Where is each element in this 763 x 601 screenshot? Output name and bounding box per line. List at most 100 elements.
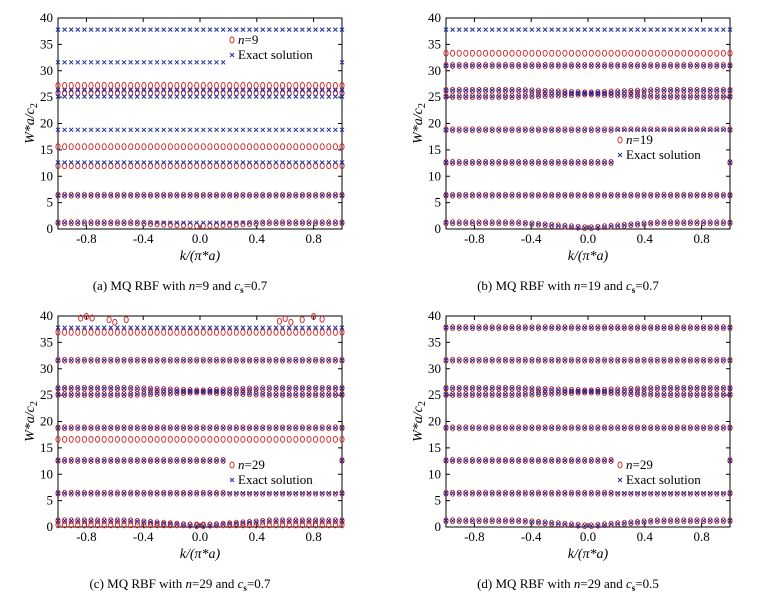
- approx-marker: [681, 62, 687, 69]
- exact-marker: [95, 385, 100, 391]
- approx-marker: [634, 356, 641, 364]
- exact-marker: [509, 325, 515, 330]
- exact-marker: [75, 127, 81, 133]
- exact-marker: [273, 127, 279, 133]
- approx-marker: [88, 424, 94, 432]
- y-axis-label: W*a/c2: [411, 103, 428, 144]
- exact-marker: [476, 63, 482, 68]
- approx-marker: [668, 86, 674, 94]
- exact-marker: [582, 425, 588, 431]
- approx-marker: [450, 191, 456, 199]
- approx-marker: [727, 356, 733, 364]
- exact-marker: [588, 192, 594, 198]
- approx-marker: [456, 86, 462, 94]
- approx-marker: [282, 315, 288, 323]
- approx-marker: [496, 517, 502, 525]
- approx-marker: [332, 219, 338, 227]
- exact-marker: [194, 59, 200, 65]
- approx-marker: [701, 191, 707, 199]
- approx-marker: [509, 356, 515, 364]
- approx-marker: [326, 424, 332, 432]
- exact-marker: [200, 389, 206, 395]
- exact-marker: [496, 357, 502, 363]
- legend-exact-label: Exact solution: [626, 472, 701, 487]
- exact-marker: [661, 127, 667, 133]
- approx-marker: [483, 49, 489, 57]
- exact-marker: [141, 87, 147, 93]
- approx-marker: [575, 62, 581, 69]
- exact-marker: [509, 490, 515, 496]
- x-tick-label: -0.4: [133, 529, 154, 544]
- x-tick-label: 0.4: [637, 529, 654, 544]
- approx-marker: [62, 384, 68, 392]
- approx-marker: [75, 356, 81, 364]
- approx-marker: [483, 86, 489, 94]
- exact-marker: [286, 490, 292, 496]
- approx-marker: [450, 457, 456, 464]
- approx-marker: [266, 356, 272, 364]
- exact-marker: [555, 357, 561, 363]
- exact-marker: [148, 59, 153, 65]
- approx-marker: [535, 356, 542, 364]
- approx-marker: [502, 191, 508, 199]
- exact-marker: [293, 518, 299, 524]
- exact-marker: [293, 27, 299, 32]
- approx-marker: [253, 435, 259, 443]
- exact-marker: [456, 325, 462, 330]
- exact-marker: [220, 490, 226, 496]
- approx-marker: [588, 191, 594, 199]
- approx-marker: [674, 324, 680, 332]
- exact-marker: [509, 357, 515, 363]
- exact-marker: [694, 392, 700, 397]
- y-tick-label: 35: [40, 36, 53, 51]
- exact-marker: [688, 220, 693, 226]
- exact-marker: [115, 192, 120, 198]
- exact-marker: [470, 192, 475, 198]
- exact-marker: [300, 325, 305, 330]
- exact-marker: [628, 325, 634, 330]
- exact-marker: [661, 94, 667, 99]
- exact-marker: [509, 160, 515, 165]
- exact-marker: [602, 325, 607, 330]
- exact-marker: [134, 94, 140, 99]
- approx-marker: [634, 424, 641, 432]
- exact-marker: [536, 519, 541, 525]
- exact-marker: [68, 160, 74, 165]
- approx-marker: [88, 143, 94, 151]
- approx-marker: [240, 82, 246, 89]
- approx-marker: [306, 143, 312, 151]
- exact-marker: [456, 192, 462, 198]
- approx-marker: [253, 518, 259, 526]
- approx-marker: [253, 424, 259, 432]
- exact-marker: [503, 357, 508, 363]
- exact-marker: [227, 160, 233, 165]
- approx-marker: [141, 390, 147, 398]
- exact-marker: [536, 160, 541, 165]
- exact-marker: [674, 220, 680, 226]
- exact-marker: [141, 458, 147, 463]
- exact-marker: [141, 94, 147, 99]
- exact-marker: [82, 160, 87, 165]
- approx-marker: [509, 384, 515, 392]
- exact-marker: [549, 192, 555, 198]
- approx-marker: [575, 126, 581, 134]
- approx-marker: [89, 314, 95, 322]
- approx-marker: [299, 517, 305, 525]
- exact-marker: [641, 127, 647, 133]
- exact-marker: [608, 160, 614, 165]
- exact-marker: [496, 518, 502, 524]
- approx-marker: [88, 521, 94, 529]
- approx-marker: [476, 324, 482, 332]
- exact-marker: [628, 88, 634, 94]
- exact-marker: [463, 325, 469, 330]
- exact-marker: [339, 94, 345, 99]
- approx-marker: [595, 457, 601, 464]
- exact-marker: [300, 94, 305, 99]
- approx-marker: [134, 517, 140, 525]
- exact-marker: [214, 27, 219, 32]
- approx-marker: [450, 159, 456, 166]
- exact-marker: [300, 160, 305, 165]
- exact-marker: [542, 88, 548, 94]
- approx-marker: [339, 219, 345, 227]
- legend-exact-marker: [229, 477, 235, 483]
